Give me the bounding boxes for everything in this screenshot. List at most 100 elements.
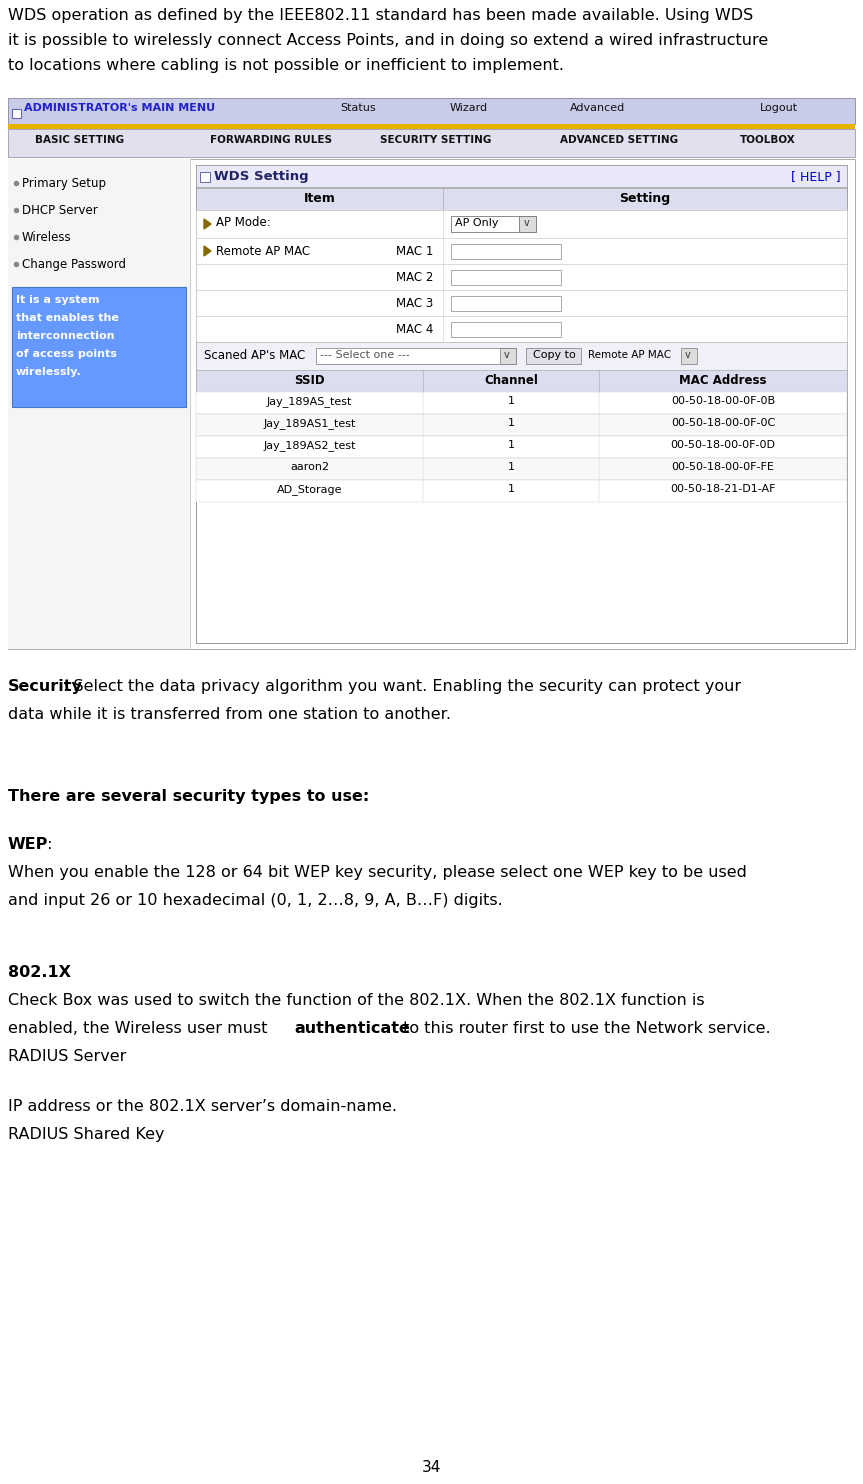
Text: it is possible to wirelessly connect Access Points, and in doing so extend a wir: it is possible to wirelessly connect Acc… (8, 33, 768, 47)
Bar (196, 459, 847, 479)
Text: Channel: Channel (484, 374, 538, 387)
Text: to this router first to use the Network service.: to this router first to use the Network … (398, 1021, 771, 1036)
Text: Logout: Logout (760, 102, 798, 113)
Bar (196, 316, 847, 341)
Text: wirelessly.: wirelessly. (16, 367, 82, 377)
Text: MAC 2: MAC 2 (395, 272, 433, 283)
Bar (200, 172, 210, 183)
Text: Item: Item (304, 191, 336, 205)
Text: When you enable the 128 or 64 bit WEP key security, please select one WEP key to: When you enable the 128 or 64 bit WEP ke… (8, 865, 746, 880)
Text: MAC 3: MAC 3 (396, 297, 433, 310)
Text: --- Select one ---: --- Select one --- (320, 350, 410, 361)
Bar (8, 98, 855, 125)
Bar (451, 217, 536, 232)
Bar (196, 370, 847, 392)
Bar (8, 159, 190, 649)
Text: Change Password: Change Password (22, 258, 126, 272)
Text: Wireless: Wireless (22, 232, 72, 243)
Text: Check Box was used to switch the function of the 802.1X. When the 802.1X functio: Check Box was used to switch the functio… (8, 993, 704, 1008)
Text: 00-50-18-00-0F-0B: 00-50-18-00-0F-0B (671, 396, 775, 407)
Bar (8, 125, 855, 129)
Text: 34: 34 (421, 1460, 441, 1475)
Bar (8, 129, 855, 157)
Text: 00-50-18-21-D1-AF: 00-50-18-21-D1-AF (671, 484, 776, 494)
Text: aaron2: aaron2 (290, 462, 329, 472)
Bar (12, 286, 186, 407)
Bar (196, 264, 847, 289)
Text: FORWARDING RULES: FORWARDING RULES (210, 135, 332, 145)
Text: 1: 1 (507, 396, 514, 407)
Polygon shape (204, 246, 211, 257)
Text: 1: 1 (507, 439, 514, 450)
Text: Jay_189AS1_test: Jay_189AS1_test (263, 418, 356, 429)
Text: Primary Setup: Primary Setup (22, 177, 106, 190)
Text: RADIUS Shared Key: RADIUS Shared Key (8, 1126, 165, 1143)
Text: interconnection: interconnection (16, 331, 115, 341)
Bar (451, 295, 561, 312)
Text: BASIC SETTING: BASIC SETTING (35, 135, 124, 145)
Text: SSID: SSID (294, 374, 324, 387)
Text: Remote AP MAC: Remote AP MAC (216, 245, 310, 258)
Bar (196, 165, 847, 187)
Text: 1: 1 (507, 484, 514, 494)
Text: 1: 1 (507, 418, 514, 427)
Text: 00-50-18-00-0F-FE: 00-50-18-00-0F-FE (671, 462, 774, 472)
Text: Setting: Setting (620, 191, 671, 205)
Text: MAC 4: MAC 4 (395, 324, 433, 335)
Text: authenticate: authenticate (294, 1021, 410, 1036)
Bar (451, 322, 561, 337)
Text: ADMINISTRATOR's MAIN MENU: ADMINISTRATOR's MAIN MENU (24, 102, 215, 113)
Text: that enables the: that enables the (16, 313, 119, 324)
Text: data while it is transferred from one station to another.: data while it is transferred from one st… (8, 706, 451, 723)
Text: Jay_189AS_test: Jay_189AS_test (267, 396, 352, 407)
Bar (526, 349, 581, 364)
Bar (12, 108, 21, 119)
Text: of access points: of access points (16, 349, 117, 359)
Text: TOOLBOX: TOOLBOX (740, 135, 796, 145)
Text: WDS operation as defined by the IEEE802.11 standard has been made available. Usi: WDS operation as defined by the IEEE802.… (8, 7, 753, 22)
Text: WEP: WEP (8, 837, 48, 852)
Text: enabled, the Wireless user must: enabled, the Wireless user must (8, 1021, 273, 1036)
Text: v: v (685, 350, 690, 361)
Text: ADVANCED SETTING: ADVANCED SETTING (560, 135, 678, 145)
Bar (451, 270, 561, 285)
Text: RADIUS Server: RADIUS Server (8, 1049, 126, 1064)
Text: WDS Setting: WDS Setting (214, 171, 309, 183)
Bar (196, 237, 847, 264)
Bar (196, 211, 847, 237)
Text: [ HELP ]: [ HELP ] (791, 171, 841, 183)
Text: v: v (524, 218, 530, 229)
Bar (196, 392, 847, 414)
Text: Copy to: Copy to (532, 350, 576, 361)
Text: MAC Address: MAC Address (679, 374, 766, 387)
Bar (196, 479, 847, 502)
Bar (196, 436, 847, 459)
Text: :: : (42, 837, 53, 852)
Polygon shape (204, 220, 211, 229)
Bar (196, 165, 847, 643)
Text: Wizard: Wizard (450, 102, 488, 113)
Bar (451, 243, 561, 260)
Text: Status: Status (340, 102, 375, 113)
Text: 00-50-18-00-0F-0C: 00-50-18-00-0F-0C (671, 418, 775, 427)
Bar (500, 349, 516, 364)
Text: Scaned AP's MAC: Scaned AP's MAC (204, 349, 306, 362)
Text: DHCP Server: DHCP Server (22, 203, 98, 217)
Text: Security: Security (8, 680, 83, 695)
Text: and input 26 or 10 hexadecimal (0, 1, 2…8, 9, A, B…F) digits.: and input 26 or 10 hexadecimal (0, 1, 2…… (8, 893, 503, 908)
Text: : Select the data privacy algorithm you want. Enabling the security can protect : : Select the data privacy algorithm you … (63, 680, 741, 695)
Bar (519, 217, 536, 232)
Text: SECURITY SETTING: SECURITY SETTING (380, 135, 491, 145)
Bar (196, 341, 847, 370)
Text: Jay_189AS2_test: Jay_189AS2_test (263, 439, 356, 451)
Bar (316, 349, 516, 364)
Text: Remote AP MAC: Remote AP MAC (588, 350, 671, 361)
Text: AP Mode:: AP Mode: (216, 217, 271, 229)
Text: IP address or the 802.1X server’s domain-name.: IP address or the 802.1X server’s domain… (8, 1100, 397, 1114)
Bar (8, 159, 855, 649)
Text: There are several security types to use:: There are several security types to use: (8, 789, 369, 804)
Text: MAC 1: MAC 1 (395, 245, 433, 258)
Text: It is a system: It is a system (16, 295, 99, 306)
Text: 802.1X: 802.1X (8, 965, 71, 979)
Text: Advanced: Advanced (570, 102, 626, 113)
